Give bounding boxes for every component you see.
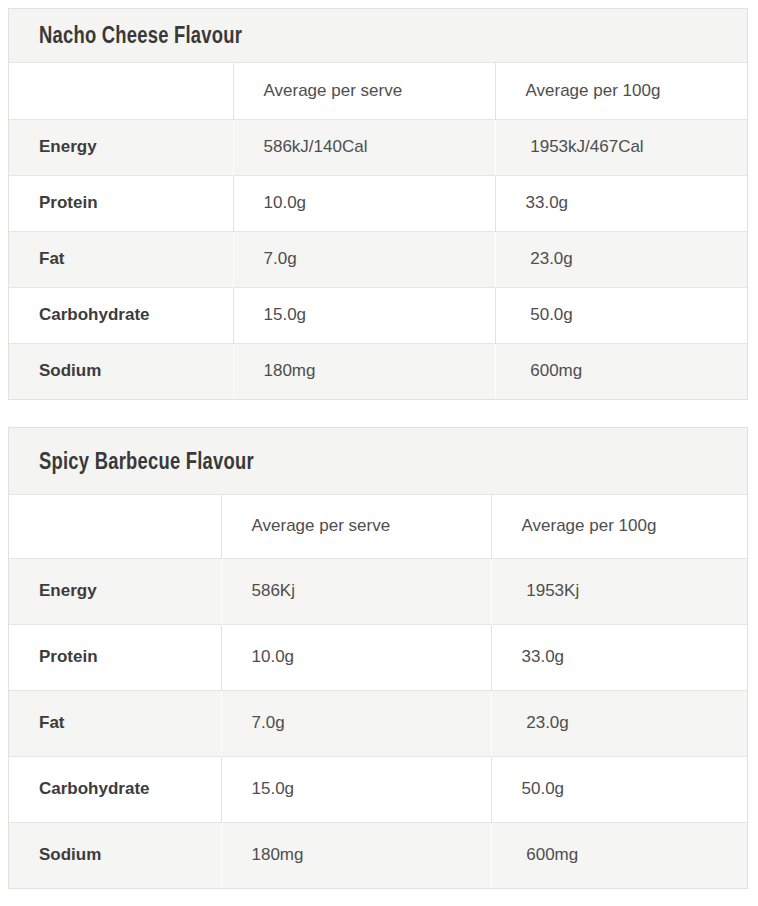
nutrition-table: Average per serve Average per 100g Energ… [9,495,747,888]
table-row-sodium: Sodium 180mg 600mg [9,343,747,399]
row-label: Sodium [9,343,233,399]
per-serve-value: 180mg [221,822,491,888]
nutrition-table: Average per serve Average per 100g Energ… [9,63,747,399]
row-label: Sodium [9,822,221,888]
column-header-row: Average per serve Average per 100g [9,495,747,558]
per-serve-value: 15.0g [233,287,495,343]
table-title: Nacho Cheese Flavour [39,22,242,49]
table-row-energy: Energy 586Kj 1953Kj [9,558,747,624]
per-serve-value: 180mg [233,343,495,399]
column-header-per-serve: Average per serve [233,63,495,119]
table-title-bar: Nacho Cheese Flavour [9,9,747,63]
table-row-energy: Energy 586kJ/140Cal 1953kJ/467Cal [9,119,747,175]
row-label: Carbohydrate [9,756,221,822]
table-row-fat: Fat 7.0g 23.0g [9,690,747,756]
table-title: Spicy Barbecue Flavour [39,448,254,475]
nutrition-table-nacho-cheese: Nacho Cheese Flavour Average per serve A… [8,8,748,400]
column-header-per-100g: Average per 100g [495,63,747,119]
table-row-carbohydrate: Carbohydrate 15.0g 50.0g [9,756,747,822]
per-serve-value: 10.0g [233,175,495,231]
column-header-empty [9,495,221,558]
per-100g-value: 23.0g [491,690,747,756]
table-title-bar: Spicy Barbecue Flavour [9,428,747,495]
table-row-carbohydrate: Carbohydrate 15.0g 50.0g [9,287,747,343]
table-row-fat: Fat 7.0g 23.0g [9,231,747,287]
column-header-row: Average per serve Average per 100g [9,63,747,119]
per-100g-value: 50.0g [491,756,747,822]
per-serve-value: 7.0g [221,690,491,756]
per-100g-value: 23.0g [495,231,747,287]
column-header-empty [9,63,233,119]
row-label: Protein [9,624,221,690]
nutrition-info-page: Nacho Cheese Flavour Average per serve A… [0,0,758,889]
per-100g-value: 600mg [491,822,747,888]
table-row-protein: Protein 10.0g 33.0g [9,624,747,690]
row-label: Fat [9,231,233,287]
per-100g-value: 1953Kj [491,558,747,624]
table-row-sodium: Sodium 180mg 600mg [9,822,747,888]
per-serve-value: 586kJ/140Cal [233,119,495,175]
per-100g-value: 600mg [495,343,747,399]
table-row-protein: Protein 10.0g 33.0g [9,175,747,231]
row-label: Energy [9,558,221,624]
per-serve-value: 10.0g [221,624,491,690]
per-serve-value: 586Kj [221,558,491,624]
nutrition-table-spicy-barbecue: Spicy Barbecue Flavour Average per serve… [8,427,748,889]
row-label: Fat [9,690,221,756]
row-label: Carbohydrate [9,287,233,343]
per-100g-value: 1953kJ/467Cal [495,119,747,175]
per-serve-value: 7.0g [233,231,495,287]
row-label: Energy [9,119,233,175]
column-header-per-serve: Average per serve [221,495,491,558]
per-100g-value: 33.0g [491,624,747,690]
row-label: Protein [9,175,233,231]
column-header-per-100g: Average per 100g [491,495,747,558]
per-serve-value: 15.0g [221,756,491,822]
per-100g-value: 50.0g [495,287,747,343]
per-100g-value: 33.0g [495,175,747,231]
